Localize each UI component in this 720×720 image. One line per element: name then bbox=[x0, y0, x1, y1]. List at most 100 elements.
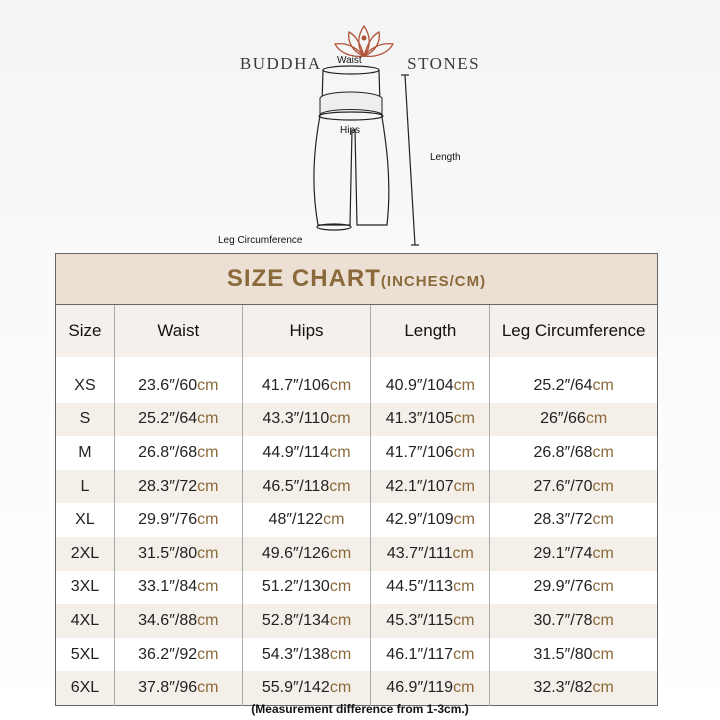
cell-value: 28.3″/72 bbox=[533, 511, 593, 529]
measurement-cell: 37.8″/96cm bbox=[113, 671, 243, 706]
cell-value: S bbox=[79, 410, 91, 428]
size-cell: 5XL bbox=[56, 638, 115, 672]
unit-label: cm bbox=[329, 578, 352, 596]
cell-value: 41.7″/106 bbox=[261, 376, 330, 394]
unit-label: cm bbox=[329, 679, 352, 697]
measurement-cell: 46.5″/118cm bbox=[241, 469, 371, 504]
measurement-cell: 48″/122cm bbox=[241, 503, 371, 537]
cell-value: 41.3″/105 bbox=[385, 410, 454, 428]
unit-label: cm bbox=[197, 679, 219, 697]
cell-value: 42.1″/107 bbox=[385, 477, 454, 495]
measurement-cell: 31.5″/80cm bbox=[113, 536, 243, 571]
unit-label: cm bbox=[197, 645, 219, 663]
unit-label: cm bbox=[197, 376, 219, 394]
table-row: M 26.8″/68cm 44.9″/114cm 41.7″/106cm 26.8″/6… bbox=[56, 436, 658, 470]
unit-label: cm bbox=[453, 410, 475, 428]
title-text: SIZE CHART bbox=[226, 265, 381, 292]
unit-label: cm bbox=[197, 443, 219, 461]
brand-right: STONES bbox=[407, 54, 481, 74]
measurement-cell: 23.6″/60cm bbox=[113, 369, 243, 403]
cell-value: 25.2″/64 bbox=[533, 376, 593, 394]
cell-value: 3XL bbox=[70, 578, 100, 596]
cell-value: 32.3″/82 bbox=[533, 679, 593, 697]
pants-diagram: Waist Hips Length Leg Circumference bbox=[200, 50, 500, 250]
table-row: 2XL 31.5″/80cm 49.6″/126cm 43.7″/111cm 29.1″… bbox=[55, 536, 658, 571]
measurement-cell: 43.3″/110cm bbox=[241, 402, 371, 437]
cell-value: 6XL bbox=[70, 679, 100, 697]
unit-label: cm bbox=[592, 477, 614, 495]
cell-value: 26.8″/68 bbox=[138, 443, 198, 461]
unit-label: cm bbox=[592, 376, 614, 394]
measurement-cell: 40.9″/104cm bbox=[370, 369, 490, 403]
cell-value: 46.5″/118 bbox=[262, 477, 330, 495]
unit-label: cm bbox=[592, 611, 614, 629]
title-units: (INCHES/CM) bbox=[380, 273, 487, 290]
measurement-cell: 55.9″/142cm bbox=[241, 671, 371, 706]
unit-label: cm bbox=[592, 544, 614, 562]
measurement-cell: 52.8″/134cm bbox=[241, 604, 371, 638]
pants-outline-icon bbox=[313, 65, 419, 246]
unit-label: cm bbox=[453, 443, 475, 461]
cell-value: 43.3″/110 bbox=[262, 410, 330, 428]
measurement-cell: 51.2″/130cm bbox=[241, 570, 371, 605]
unit-label: cm bbox=[197, 511, 219, 529]
cell-value: 29.9″/76 bbox=[533, 578, 593, 596]
measurement-cell: 34.6″/88cm bbox=[113, 604, 243, 638]
cell-value: 48″/122 bbox=[268, 511, 324, 529]
cell-value: 31.5″/80 bbox=[533, 645, 593, 663]
unit-label: cm bbox=[585, 410, 608, 428]
size-cell: 3XL bbox=[56, 571, 115, 605]
column-header: Waist bbox=[113, 304, 243, 357]
unit-label: cm bbox=[453, 611, 475, 629]
measurement-cell: 42.1″/107cm bbox=[370, 469, 490, 504]
measurement-cell: 45.3″/115cm bbox=[370, 604, 490, 638]
cell-value: 4XL bbox=[70, 611, 100, 629]
unit-label: cm bbox=[197, 578, 219, 596]
unit-label: cm bbox=[197, 410, 219, 428]
measurement-cell: 49.6″/126cm bbox=[241, 536, 371, 571]
measurement-cell: 41.7″/106cm bbox=[370, 436, 490, 470]
cell-value: L bbox=[80, 477, 90, 495]
unit-label: cm bbox=[453, 477, 475, 495]
spacer-row bbox=[56, 357, 658, 369]
size-cell: XL bbox=[56, 503, 115, 537]
table-row: L 28.3″/72cm 46.5″/118cm 42.1″/107cm 27.6″/7… bbox=[55, 469, 658, 504]
measurement-cell: 31.5″/80cm bbox=[489, 637, 658, 672]
cell-value: 55.9″/142 bbox=[261, 679, 330, 697]
measurement-cell: 30.7″/78cm bbox=[489, 604, 658, 638]
size-cell: S bbox=[55, 402, 115, 437]
label-leg-circumference: Leg Circumference bbox=[218, 235, 303, 246]
cell-value: 29.1″/74 bbox=[533, 544, 593, 562]
unit-label: cm bbox=[592, 679, 614, 697]
cell-value: 41.7″/106 bbox=[385, 443, 454, 461]
size-cell: 4XL bbox=[55, 604, 115, 638]
table-title: SIZE CHART(INCHES/CM) bbox=[55, 253, 658, 305]
header-row: Size Waist Hips Length Leg Circumference bbox=[55, 304, 658, 357]
cell-value: 37.8″/96 bbox=[138, 679, 198, 697]
unit-label: cm bbox=[453, 679, 475, 697]
measurement-cell: 32.3″/82cm bbox=[489, 671, 658, 706]
size-cell: XS bbox=[56, 369, 115, 403]
column-header: Leg Circumference bbox=[489, 304, 658, 357]
unit-label: cm bbox=[197, 477, 219, 495]
unit-label: cm bbox=[329, 544, 352, 562]
unit-label: cm bbox=[453, 511, 475, 529]
unit-label: cm bbox=[329, 611, 352, 629]
brand-header: BUDDHA STONES bbox=[0, 24, 720, 74]
cell-value: 54.3″/138 bbox=[261, 645, 330, 663]
unit-label: cm bbox=[592, 443, 614, 461]
cell-value: XS bbox=[74, 376, 96, 394]
unit-label: cm bbox=[453, 645, 475, 663]
size-cell: M bbox=[56, 436, 115, 470]
measurement-cell: 42.9″/109cm bbox=[370, 503, 490, 537]
cell-value: 27.6″/70 bbox=[533, 477, 593, 495]
cell-value: 42.9″/109 bbox=[385, 511, 454, 529]
unit-label: cm bbox=[323, 511, 345, 529]
label-length: Length bbox=[430, 152, 461, 163]
measurement-cell: 25.2″/64cm bbox=[113, 402, 243, 437]
unit-label: cm bbox=[592, 578, 614, 596]
table-row: XS 23.6″/60cm 41.7″/106cm 40.9″/104cm 25.2″/… bbox=[56, 369, 658, 403]
measurement-cell: 41.7″/106cm bbox=[241, 369, 371, 403]
measurement-cell: 26.8″/68cm bbox=[113, 436, 243, 470]
cell-value: M bbox=[78, 443, 92, 461]
